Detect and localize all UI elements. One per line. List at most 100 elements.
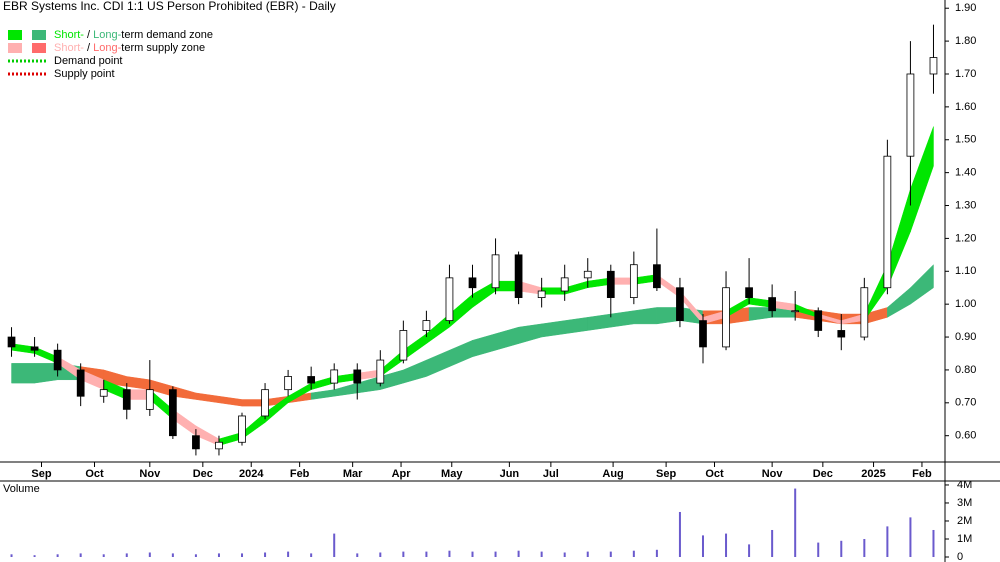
volume-bar — [471, 551, 474, 557]
candle-body — [860, 287, 869, 338]
x-tick-label: Dec — [193, 468, 213, 480]
volume-bar — [194, 554, 197, 557]
x-tick-label: Dec — [813, 468, 833, 480]
volume-bar — [794, 488, 797, 557]
candle-body — [422, 320, 431, 331]
candle-body — [192, 435, 200, 450]
volume-bar — [655, 549, 658, 557]
x-tick-label: Feb — [912, 468, 932, 480]
candle-body — [537, 290, 546, 298]
volume-tick-label: 3M — [957, 497, 972, 509]
candle-body — [122, 389, 131, 410]
candle-body — [791, 310, 800, 313]
volume-bar — [771, 529, 774, 557]
candle-body — [676, 287, 684, 322]
volume-bar — [632, 550, 635, 557]
legend-swatch — [32, 30, 46, 40]
candle-body — [284, 376, 292, 391]
volume-bar — [333, 533, 336, 557]
volume-bar — [678, 511, 681, 557]
x-tick-label: Jul — [543, 468, 559, 480]
y-tick-label: 1.10 — [955, 265, 976, 277]
volume-bar — [586, 551, 589, 557]
y-tick-label: 1.60 — [955, 101, 976, 113]
x-tick-label: Sep — [31, 468, 51, 480]
x-tick-label: May — [441, 468, 463, 480]
candle-body — [814, 310, 823, 331]
volume-bar — [287, 551, 290, 557]
volume-bar — [725, 533, 728, 557]
volume-bar — [148, 552, 151, 557]
candle-body — [837, 330, 846, 338]
x-tick-label: Apr — [392, 468, 412, 480]
volume-tick-label: 1M — [957, 533, 972, 545]
volume-bar — [425, 551, 428, 557]
candle-body — [468, 277, 477, 289]
volume-bar — [356, 553, 359, 557]
volume-bar — [909, 517, 912, 557]
candle-body — [330, 369, 339, 384]
volume-bar — [10, 554, 13, 557]
x-tick-label: Nov — [139, 468, 161, 480]
volume-bar — [402, 551, 405, 557]
long-term-zone — [910, 264, 934, 305]
chart-title: EBR Systems Inc. CDI 1:1 US Person Prohi… — [3, 0, 336, 13]
volume-bar — [540, 551, 543, 557]
volume-label: Volume — [3, 483, 40, 495]
legend-sep: / — [87, 29, 91, 41]
y-tick-label: 1.90 — [955, 2, 976, 14]
long-term-zone — [11, 363, 35, 384]
candle-body — [76, 369, 85, 397]
legend-long: Long- — [93, 29, 121, 41]
legend-swatch — [8, 30, 22, 40]
volume-bar — [563, 552, 566, 557]
volume-bar — [79, 553, 82, 557]
volume-bar — [932, 529, 935, 557]
candle-body — [606, 270, 615, 298]
candle-body — [99, 389, 108, 397]
legend-long: Long- — [93, 42, 121, 54]
x-tick-label: Oct — [85, 468, 104, 480]
y-tick-label: 0.70 — [955, 397, 976, 409]
candle-body — [215, 441, 223, 450]
legend-short: Short- — [54, 29, 84, 41]
x-tick-label: Sep — [656, 468, 676, 480]
y-tick-label: 1.00 — [955, 298, 976, 310]
y-tick-label: 1.40 — [955, 167, 976, 179]
y-tick-label: 0.90 — [955, 331, 976, 343]
candle-body — [906, 73, 915, 157]
candle-body — [583, 270, 592, 279]
candle-body — [445, 277, 454, 322]
legend-sep: / — [87, 42, 91, 54]
candle-body — [399, 330, 408, 361]
y-tick-label: 0.60 — [955, 430, 976, 442]
y-tick-label: 0.80 — [955, 364, 976, 376]
candle-body — [745, 287, 753, 298]
candle-body — [7, 336, 16, 348]
x-tick-label: 2024 — [239, 468, 264, 480]
candle-body — [883, 155, 892, 289]
short-term-zone — [910, 126, 934, 232]
volume-bar — [310, 553, 313, 557]
legend-label: Demand point — [54, 55, 123, 67]
x-tick-label: 2025 — [861, 468, 885, 480]
candle-body — [376, 359, 385, 384]
x-tick-label: Nov — [762, 468, 784, 480]
candle-body — [238, 415, 246, 443]
candle-body — [307, 376, 316, 384]
volume-bar — [840, 540, 843, 557]
legend-text: term demand zone — [121, 29, 213, 41]
volume-bar — [609, 551, 612, 557]
candle-body — [30, 346, 39, 351]
y-tick-label: 1.30 — [955, 199, 976, 211]
candle-body — [699, 320, 707, 348]
x-tick-label: Jun — [500, 468, 520, 480]
candle-body — [169, 389, 177, 437]
candle-body — [353, 369, 362, 384]
volume-bar — [701, 535, 704, 557]
volume-bar — [748, 544, 751, 557]
volume-tick-label: 4M — [957, 479, 972, 491]
volume-bar — [863, 538, 866, 557]
volume-bar — [448, 550, 451, 557]
legend-label: Short- / Long-term demand zone — [54, 29, 213, 41]
